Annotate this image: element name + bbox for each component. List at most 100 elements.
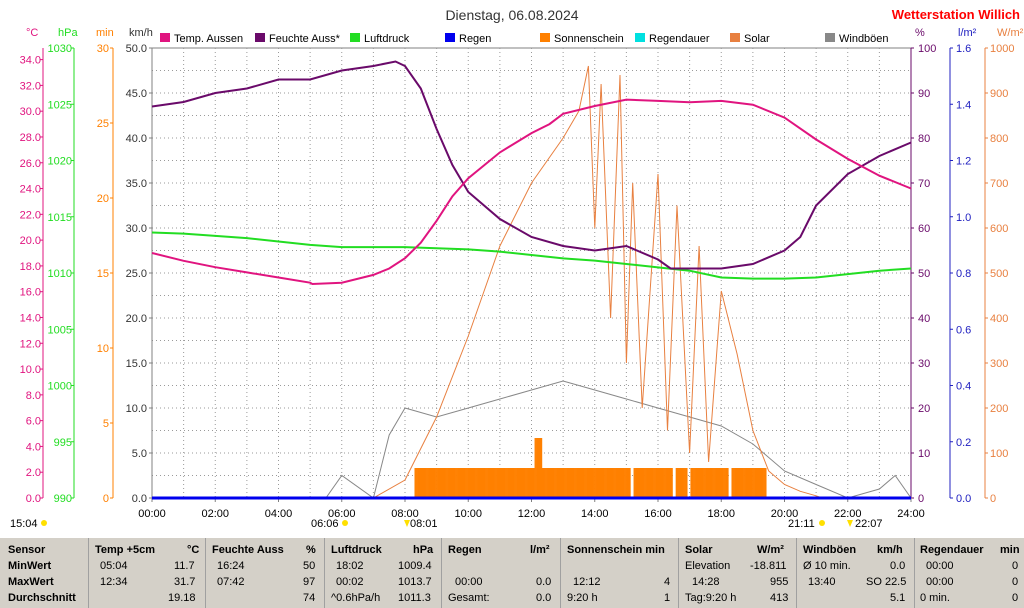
temp-avg: 19.18 — [168, 592, 196, 604]
time-tick-label: 02:00 — [201, 508, 229, 520]
wind_kmh-tick-label: 35.0 — [126, 178, 147, 190]
sunshine-bar — [590, 468, 592, 498]
header-rain: Regen — [448, 544, 482, 556]
temp-tick-label: 2.0 — [26, 467, 41, 479]
sunshine-bar — [612, 468, 614, 498]
solar-max-time: 14:28 — [692, 576, 720, 588]
rain-tick-label: 1.6 — [956, 43, 971, 55]
sunshine-bar — [738, 468, 741, 498]
sunshine-bar — [657, 468, 660, 498]
rain-axis-unit: l/m² — [958, 27, 977, 39]
sunshine-bar — [745, 468, 747, 498]
sunshine-bar — [717, 468, 720, 498]
sunshine-bar — [450, 468, 452, 498]
humidity-axis-unit: % — [915, 27, 925, 39]
sunshine-bar — [457, 468, 460, 498]
sunshine-bar — [573, 468, 575, 498]
sunshine-bar — [711, 468, 713, 498]
wind_kmh-tick-label: 40.0 — [126, 133, 147, 145]
sunshine-bar — [552, 468, 554, 498]
sunshine-bar — [620, 468, 623, 498]
temp-max-time: 12:34 — [100, 576, 128, 588]
statistics-table: Sensor MinWert MaxWert Durchschnitt Temp… — [0, 538, 1024, 608]
sunshine-bar — [500, 468, 503, 498]
sunshine-bar — [676, 468, 679, 498]
sunshine-bar — [440, 468, 443, 498]
sunshine-bar — [458, 468, 461, 498]
sunshine-bar — [659, 468, 662, 498]
temp-tick-label: 10.0 — [20, 364, 41, 376]
sunshine-bar — [554, 468, 556, 498]
sunshine-bar — [656, 468, 659, 498]
sunshine-bar — [757, 468, 760, 498]
solar-avg: 413 — [770, 592, 789, 604]
sunshine-bar — [598, 468, 601, 498]
sunshine-bar — [547, 468, 549, 498]
rdur-total-label: 0 min. — [920, 592, 950, 604]
sunshine_min-tick-label: 0 — [103, 493, 109, 505]
sunshine-bar — [608, 468, 610, 498]
sunshine-bar — [521, 468, 524, 498]
sunshine-bar — [588, 468, 590, 498]
sunshine-bar — [637, 468, 640, 498]
pressure-tick-label: 1005 — [48, 324, 72, 336]
wind-max-time: 13:40 — [808, 576, 836, 588]
sunshine-bar — [701, 468, 704, 498]
header-gusts-unit: km/h — [877, 544, 903, 556]
sunshine-bar — [681, 468, 684, 498]
sunshine-bar — [762, 468, 764, 498]
sunshine-bar — [635, 468, 637, 498]
sunshine-bar — [504, 468, 506, 498]
chart-grid — [151, 47, 912, 499]
sunshine-bar — [679, 468, 682, 498]
header-sunshine: Sonnenschein min — [567, 544, 665, 556]
sunshine-bar — [499, 468, 502, 498]
sunshine-bar — [541, 468, 544, 498]
sunshine-bar — [427, 468, 429, 498]
series-temp-aussen — [151, 98, 912, 286]
sunshine-bar — [449, 468, 451, 498]
sunshine-bar — [712, 468, 714, 498]
wind_kmh-tick-label: 5.0 — [132, 448, 147, 460]
sunshine-bar — [670, 468, 672, 498]
sunshine-bar — [736, 468, 739, 498]
sunshine-bar — [518, 468, 521, 498]
sunshine-bar — [624, 468, 626, 498]
sunshine-bar — [420, 468, 423, 498]
sunshine-bar — [524, 468, 526, 498]
sunshine-bar — [455, 468, 457, 498]
sunshine-bar — [529, 468, 531, 498]
sunshine-bar — [715, 468, 718, 498]
time-tick-label: 00:00 — [138, 508, 166, 520]
sunshine-bar — [526, 468, 528, 498]
solar-elevation: -18.811 — [750, 560, 787, 572]
sunshine-bar — [753, 468, 755, 498]
sunshine-bar — [492, 468, 494, 498]
humidity-tick-label: 100 — [918, 43, 936, 55]
sunshine-bar — [750, 468, 752, 498]
sun-duration: 9:20 h — [567, 592, 598, 604]
sunshine-bar — [443, 468, 446, 498]
temp-tick-label: 18.0 — [20, 261, 41, 273]
sunshine-bar — [665, 468, 667, 498]
sunshine-bar — [445, 468, 447, 498]
sunshine-bar — [502, 468, 505, 498]
sunshine-bar — [528, 468, 530, 498]
header-rain-unit: l/m² — [530, 544, 550, 556]
sunshine-bar — [571, 468, 573, 498]
pressure-tick-label: 1015 — [48, 212, 72, 224]
sunshine-bar — [683, 468, 685, 498]
date-title: Dienstag, 06.08.2024 — [445, 7, 578, 23]
sunshine-bar — [567, 468, 569, 498]
sunshine-bar — [439, 468, 442, 498]
wind_kmh-tick-label: 0.0 — [132, 493, 147, 505]
sunshine-bar — [623, 468, 625, 498]
sunshine-bar — [765, 468, 767, 498]
sunshine-bar — [536, 438, 539, 498]
sunshine-bar — [522, 468, 525, 498]
sunshine-bar — [463, 468, 466, 498]
sunshine-bar — [600, 468, 603, 498]
sunshine-bar — [549, 468, 551, 498]
temp-min-time: 05:04 — [100, 560, 128, 572]
sunshine-bar — [468, 468, 470, 498]
